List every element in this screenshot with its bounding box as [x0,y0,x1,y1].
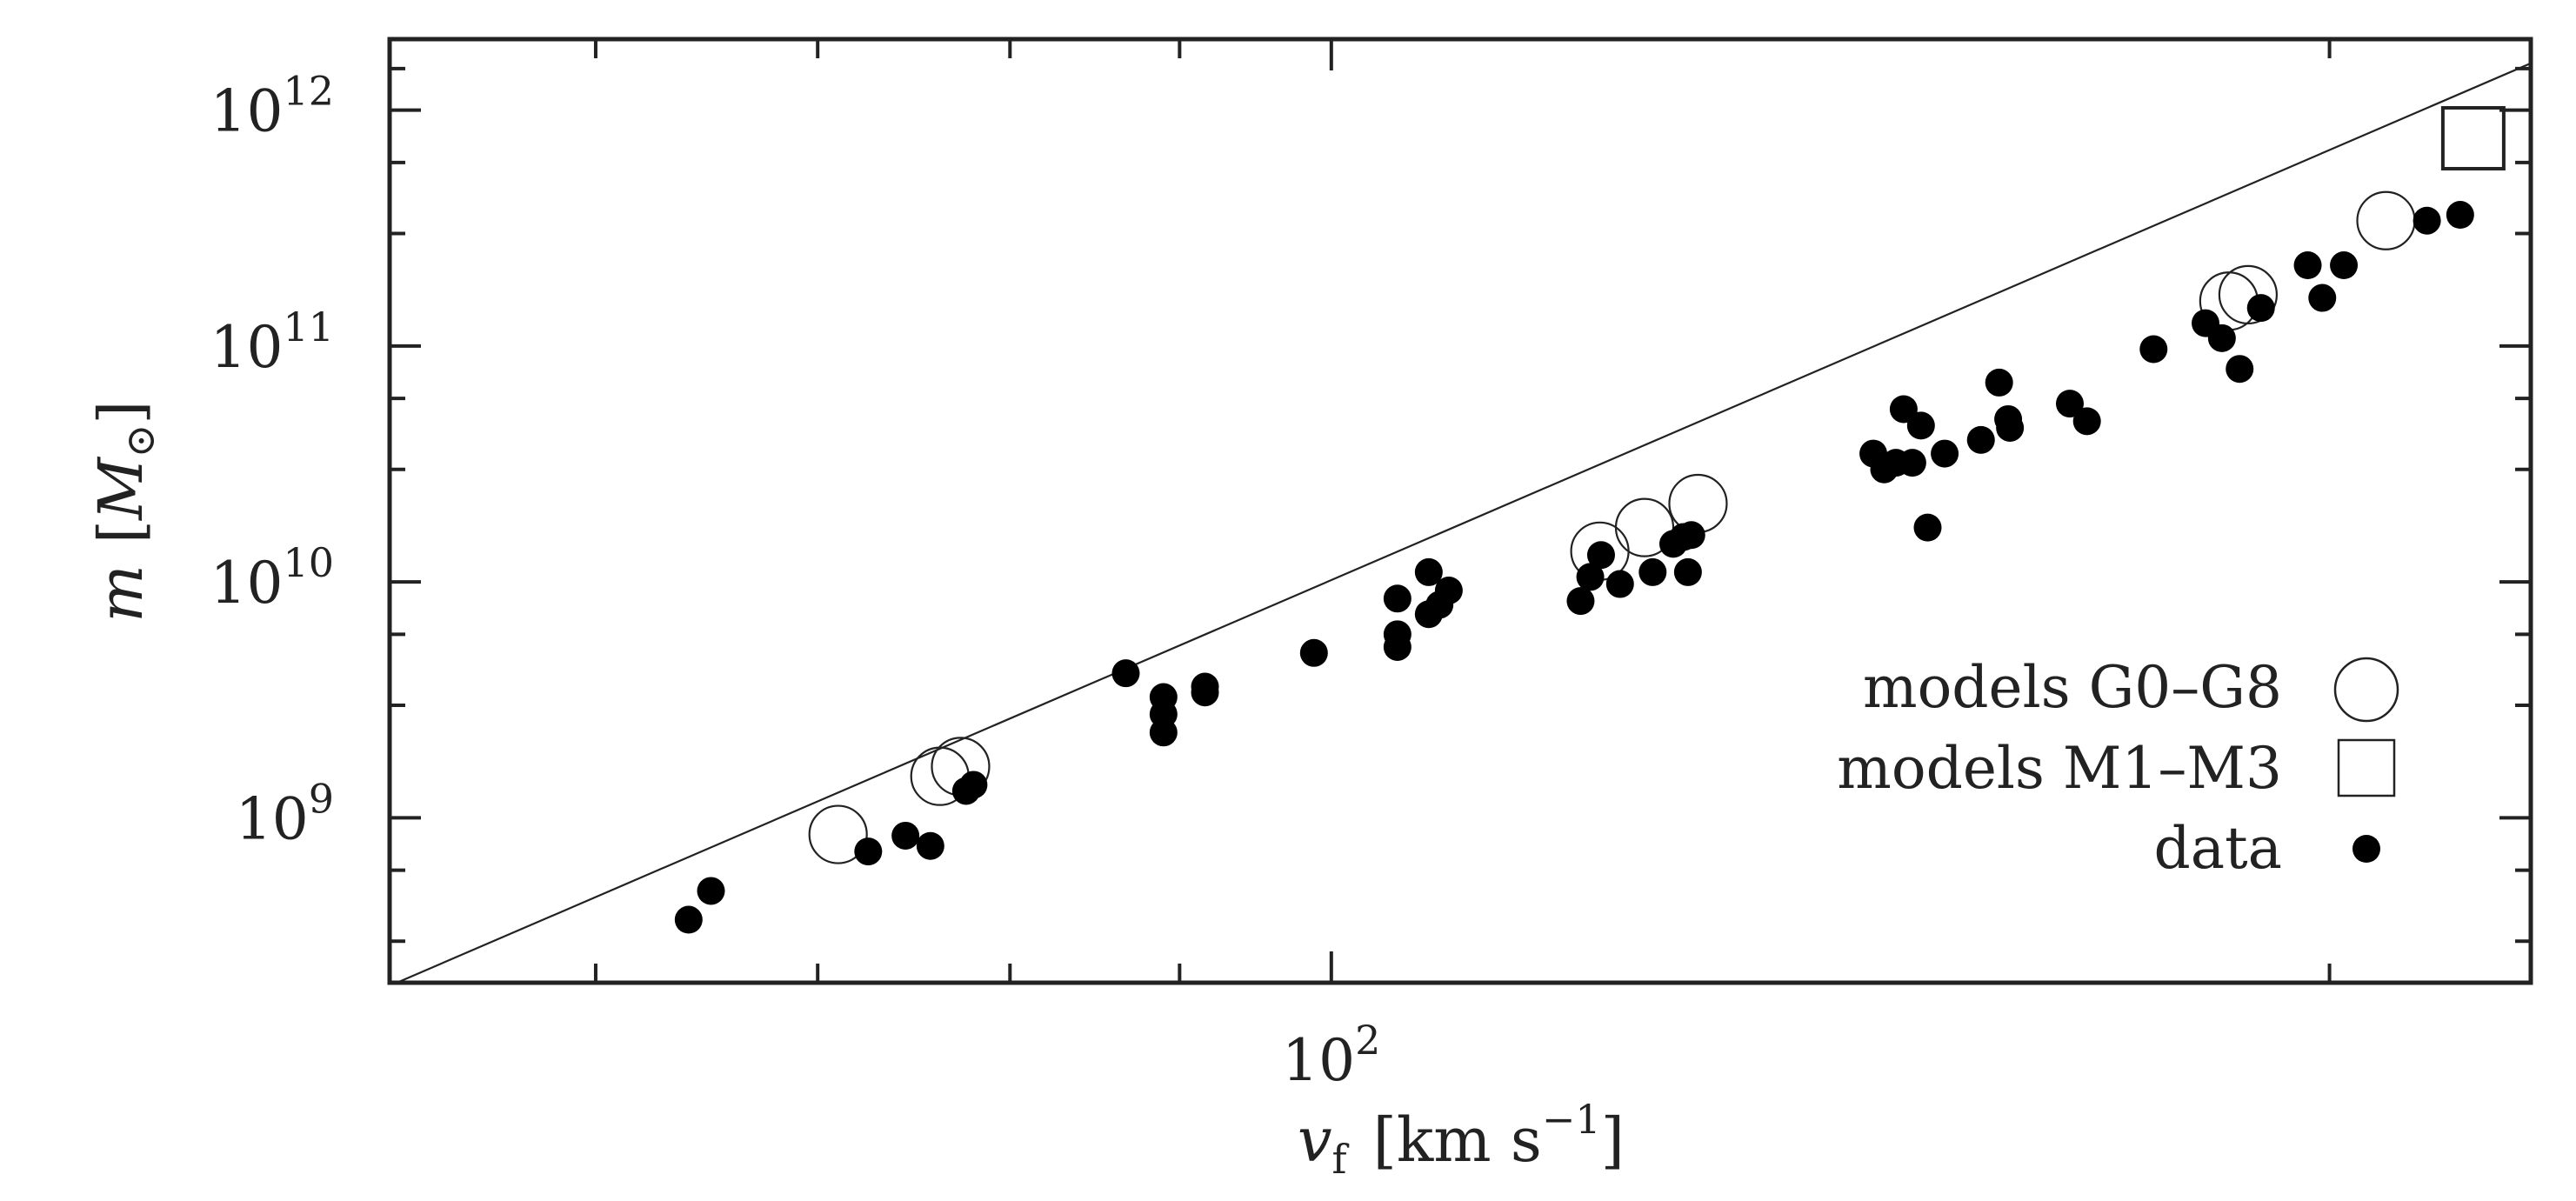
fit-line [394,62,2531,983]
y-tick-label: 1011 [210,304,334,381]
y-tick-label: 1012 [210,68,334,145]
legend-marker-filled-circle [2352,835,2380,863]
data-point [2246,294,2275,323]
model-m-marker [2440,105,2506,170]
y-axis-units-sub: ⊙ [117,424,164,458]
x-axis-title: vf [km s−1] [1298,1096,1625,1183]
y-axis-symbol: m [85,564,157,622]
plot-frame [387,37,2533,985]
y-tick-label-base: 10 [236,785,309,852]
data-point [1586,541,1615,570]
data-point [1191,672,1219,701]
data-point [674,905,703,934]
y-tick-label-base: 10 [210,550,283,617]
data-point [854,837,883,866]
y-tick-label-base: 10 [210,78,283,145]
data-point [891,821,920,850]
data-point [1985,368,2013,397]
data-point [1149,718,1178,747]
legend-label-data: data [2154,815,2282,882]
y-axis-title: m [M⊙] [85,400,164,622]
data-point [1677,521,1705,550]
data-point [2330,251,2359,280]
y-axis-units-open: [ [85,520,157,544]
model-g-marker [808,804,868,864]
legend-label-models-g: models G0–G8 [1863,654,2282,721]
data-point [1673,557,1702,586]
data-point [2139,335,2168,364]
data-point [2308,284,2337,312]
legend-marker-open-circle [2333,657,2399,723]
legend-marker-open-square [2337,738,2396,797]
y-axis-units-symbol: M [85,456,157,522]
y-tick-label-exp: 10 [283,539,334,586]
data-point [1906,411,1935,440]
data-point [2055,390,2084,418]
data-point [916,831,944,860]
data-point [2207,324,2236,352]
data-point [1383,584,1411,613]
data-point [1414,557,1443,586]
data-point [2446,201,2474,230]
x-axis-units-exp: −1 [1542,1096,1601,1143]
y-axis-units-close: ] [85,400,157,424]
x-tick-label-exp: 2 [1355,1017,1380,1064]
data-point [2293,251,2322,280]
data-point [2072,407,2101,436]
data-point [1434,576,1463,604]
data-point [1576,563,1605,591]
x-axis-units: [km s [1373,1104,1542,1176]
x-tick-label-base: 10 [1282,1027,1355,1094]
legend-label-models-m: models M1–M3 [1837,735,2282,802]
y-tick-label-exp: 9 [309,775,334,822]
y-tick-label-exp: 12 [283,68,334,115]
data-point [2412,206,2441,235]
y-tick-label-exp: 11 [283,304,334,350]
y-tick-label-base: 10 [210,314,283,381]
data-point [1605,570,1634,598]
data-point [1996,413,2025,442]
data-point [697,877,725,905]
y-tick-label: 1010 [210,539,334,617]
data-point [1931,439,1959,468]
data-point [2226,355,2254,384]
data-point [1111,659,1140,688]
data-markers [674,105,2506,934]
x-tick-label: 102 [1282,1017,1380,1094]
data-point [1889,395,1918,424]
y-tick-label: 109 [236,775,334,852]
data-point [1383,632,1411,661]
x-axis-symbol: v [1298,1104,1332,1176]
legend: models G0–G8 models M1–M3 data [1837,654,2399,882]
data-point [959,771,988,799]
x-axis-subscript: f [1332,1136,1350,1183]
fit-line-layer [394,62,2531,983]
data-point [1638,557,1667,586]
data-point [1898,449,1926,477]
model-g-marker [2356,190,2416,250]
data-point [1299,638,1328,667]
data-point [1966,425,1995,454]
axis-ticks [390,39,2531,983]
x-axis-units-close: ] [1601,1104,1625,1176]
data-point [1566,587,1595,616]
model-g-marker [2218,264,2279,325]
data-point [1913,513,1942,542]
